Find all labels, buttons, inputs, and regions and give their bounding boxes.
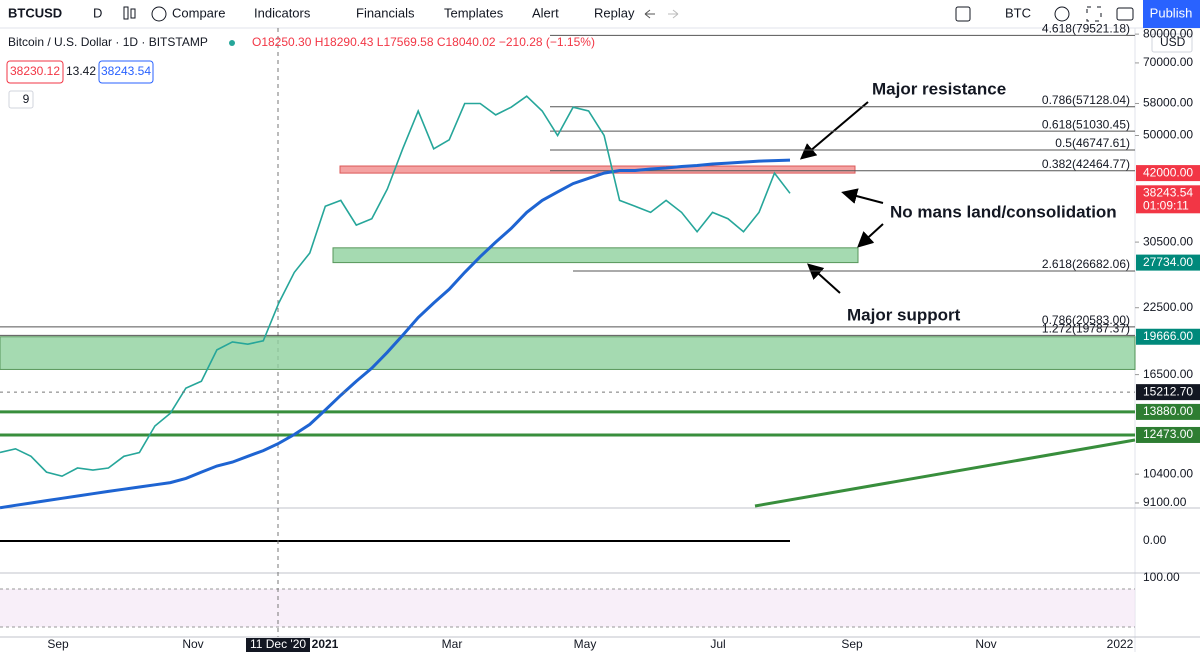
currency-label[interactable]: USD <box>1160 35 1186 49</box>
fib-label: 0.5(46747.61) <box>1055 136 1130 150</box>
price-badge-label: 19666.00 <box>1143 329 1193 343</box>
ask[interactable]: 38243.54 <box>101 64 151 78</box>
annotation: Major support <box>847 305 961 324</box>
zone <box>339 165 856 174</box>
legend-ohlc: O18250.30 H18290.43 L17569.58 C18040.02 … <box>252 35 595 49</box>
time-label: Nov <box>182 637 203 651</box>
stoch-band <box>0 589 1135 627</box>
trendline <box>754 438 1136 508</box>
time-label: Sep <box>47 637 69 651</box>
interval[interactable]: D <box>93 5 102 20</box>
toolbar <box>0 0 1200 28</box>
price-badge-label: 15212.70 <box>1143 384 1193 398</box>
stoch-tick: 100.00 <box>1143 570 1180 584</box>
snapshot-button[interactable] <box>1116 7 1134 21</box>
price-badge-label: 38243.54 <box>1143 185 1193 199</box>
time-label: Jul <box>710 637 725 651</box>
layout-button[interactable] <box>955 6 971 22</box>
countdown: 01:09:11 <box>1143 198 1189 212</box>
zone <box>332 247 859 264</box>
templates-button[interactable]: Templates <box>444 5 504 20</box>
currency-button[interactable]: BTC <box>1005 5 1031 20</box>
indicators-button[interactable]: Indicators <box>254 5 311 20</box>
price-tick-label: 58000.00 <box>1143 96 1193 110</box>
time-label: 2022 <box>1107 637 1134 651</box>
arrows <box>799 101 884 294</box>
price-badge <box>1136 384 1200 401</box>
status-dot <box>229 40 235 46</box>
chart-layer: 4.618(79521.18) 0.786(57128.04) 0.618(5103… <box>0 22 1136 510</box>
fib-label: 1.272(19787.37) <box>1042 322 1130 336</box>
legend-title: Bitcoin / U.S. Dollar · 1D · BITSTAMP <box>8 35 208 49</box>
time-label: 11 Dec '20 <box>250 637 306 651</box>
price-line <box>0 95 791 478</box>
currency-select[interactable] <box>1151 33 1193 53</box>
zone <box>0 336 1136 370</box>
publish-button[interactable] <box>1143 0 1200 28</box>
bid[interactable]: 38230.12 <box>10 64 60 78</box>
indicators-count[interactable]: 9 <box>23 92 30 106</box>
symbol[interactable]: BTCUSD <box>8 5 62 20</box>
price-tick-label: 9100.00 <box>1143 495 1187 509</box>
replay-button[interactable]: Replay <box>594 5 635 20</box>
price-badge <box>1136 426 1200 443</box>
annotation: Major resistance <box>872 79 1006 98</box>
price-tick-label: 30500.00 <box>1143 234 1193 248</box>
price-badge <box>1136 254 1200 271</box>
ma200-line <box>0 158 791 510</box>
fib-label: 4.618(79521.18) <box>1042 22 1130 36</box>
fullscreen-button[interactable] <box>1086 6 1102 22</box>
time-label: Mar <box>442 637 463 651</box>
price-badge-label: 13880.00 <box>1143 404 1193 418</box>
ask-box[interactable] <box>98 60 154 84</box>
fib-label: 0.382(42464.77) <box>1042 157 1130 171</box>
time-label: Nov <box>975 637 996 651</box>
indicators-toggle[interactable] <box>8 90 34 109</box>
price-badge-label: 27734.00 <box>1143 255 1193 269</box>
price-badge <box>1136 403 1200 420</box>
publish-label[interactable]: Publish <box>1150 5 1193 20</box>
price-tick-label: 10400.00 <box>1143 466 1193 480</box>
price-tick-label: 16500.00 <box>1143 367 1193 381</box>
fib-label: 0.618(51030.45) <box>1042 117 1130 131</box>
time-label: 2021 <box>312 637 339 651</box>
price-tick-label: 22500.00 <box>1143 300 1193 314</box>
fib-label: 0.786(57128.04) <box>1042 93 1130 107</box>
fib-label: 0.786(20583.00) <box>1042 313 1130 327</box>
annotation: No mans land/consolidation <box>890 202 1117 221</box>
price-tick-label: 70000.00 <box>1143 55 1193 69</box>
price-tick-label: 50000.00 <box>1143 128 1193 142</box>
compare-button[interactable]: Compare <box>172 5 225 20</box>
time-label: Sep <box>841 637 863 651</box>
financials-button[interactable]: Financials <box>356 5 415 20</box>
spread: 13.42 <box>66 64 96 78</box>
redo[interactable] <box>668 9 679 19</box>
bid-box[interactable] <box>6 60 64 84</box>
alert-button[interactable]: Alert <box>532 5 559 20</box>
fib-label: 2.618(26682.06) <box>1042 257 1130 271</box>
price-badge <box>1136 165 1200 182</box>
undo[interactable] <box>644 9 655 19</box>
compare-icon[interactable] <box>151 6 167 22</box>
time-label: May <box>574 637 597 651</box>
settings-button[interactable] <box>1054 6 1070 22</box>
candle-icon[interactable] <box>123 6 136 20</box>
price-tick-label: 80000.00 <box>1143 26 1193 40</box>
price-badge-label: 42000.00 <box>1143 165 1193 179</box>
price-badge <box>1136 328 1200 345</box>
price-badge <box>1136 185 1200 214</box>
macd-tick: 0.00 <box>1143 533 1167 547</box>
time-badge <box>246 638 310 652</box>
price-badge-label: 12473.00 <box>1143 427 1193 441</box>
